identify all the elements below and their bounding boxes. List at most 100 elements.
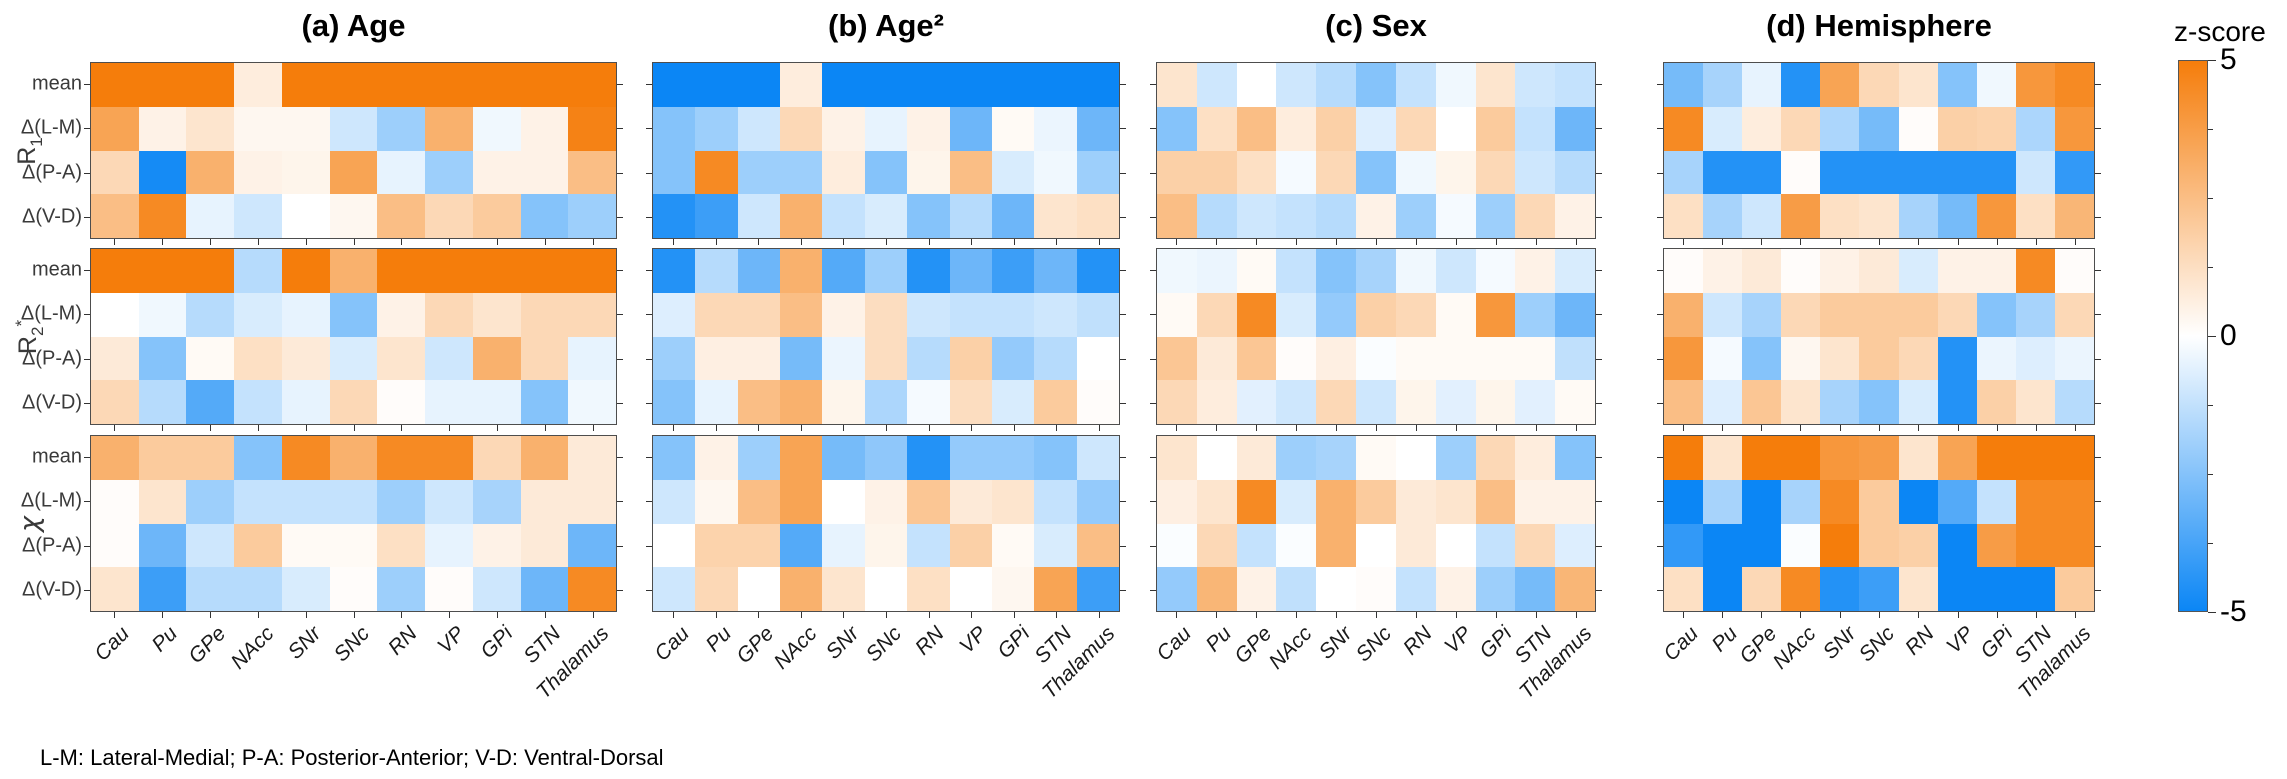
heatmap-cell [186, 380, 235, 424]
axis-tick-x [257, 612, 259, 618]
axis-tick-x [1682, 612, 1684, 618]
heatmap-cell [234, 336, 282, 381]
axis-tick-x [1721, 612, 1723, 618]
axis-tick-x [843, 239, 845, 245]
heatmap-cell [737, 63, 781, 107]
heatmap-cell [186, 436, 235, 480]
heatmap-cell [1515, 523, 1556, 568]
heatmap-cell [1034, 336, 1077, 381]
heatmap-cell [138, 380, 187, 424]
heatmap-cell [653, 292, 696, 337]
heatmap-cell [1316, 150, 1357, 195]
heatmap-cell [1076, 194, 1119, 238]
heatmap-cell [329, 523, 378, 568]
heatmap-cell [1356, 479, 1396, 524]
heatmap-cell [1820, 106, 1860, 151]
heatmap-cell [91, 523, 139, 568]
heatmap-block [1156, 435, 1596, 612]
heatmap-cell [281, 567, 330, 611]
heatmap-cell [1236, 150, 1277, 195]
axis-tick-y [1657, 501, 1663, 503]
heatmap-cell [1316, 523, 1357, 568]
heatmap-cell [186, 336, 235, 381]
axis-tick-x [353, 425, 355, 431]
x-tick-label: Pu [147, 622, 183, 657]
axis-tick-x [1957, 425, 1959, 431]
heatmap-cell [1356, 194, 1396, 238]
heatmap-cell [1475, 523, 1516, 568]
heatmap-cell [1356, 63, 1396, 107]
heatmap-cell [991, 150, 1035, 195]
heatmap-cell [1555, 436, 1595, 480]
axis-tick-x [1536, 239, 1537, 245]
x-tick-label: GPe [184, 622, 231, 668]
axis-tick-x [1839, 239, 1841, 245]
heatmap-cell [1898, 292, 1938, 337]
heatmap-cell [822, 479, 865, 524]
axis-tick-y [1120, 358, 1126, 360]
heatmap-cell [1475, 380, 1516, 424]
colorbar-major-tick [2208, 612, 2216, 613]
axis-tick-x [1098, 612, 1100, 618]
heatmap-cell [568, 336, 616, 381]
heatmap-cell [281, 479, 330, 524]
heatmap-cell [186, 523, 235, 568]
heatmap-cell [329, 249, 378, 293]
axis-tick-y [617, 84, 623, 86]
heatmap-cell [2054, 567, 2094, 611]
heatmap-cell [1555, 150, 1595, 195]
axis-tick-x [928, 612, 930, 618]
heatmap-block [1663, 62, 2095, 239]
heatmap-cell [1781, 150, 1821, 195]
heatmap-cell [1898, 380, 1938, 424]
row-label: mean [31, 445, 82, 468]
axis-tick-x [1336, 425, 1337, 431]
panel-title: (c) Sex [1325, 8, 1427, 43]
heatmap-cell [1475, 150, 1516, 195]
heatmap-cell [1555, 336, 1595, 381]
heatmap-cell [2054, 523, 2094, 568]
heatmap-cell [949, 63, 992, 107]
axis-tick-y [2095, 589, 2101, 591]
heatmap-cell [329, 63, 378, 107]
heatmap-cell [864, 292, 908, 337]
heatmap-cell [907, 436, 950, 480]
heatmap-cell [864, 63, 908, 107]
heatmap-cell [1898, 436, 1938, 480]
axis-tick-x [1456, 239, 1457, 245]
axis-tick-y [84, 84, 90, 86]
heatmap-cell [281, 150, 330, 195]
heatmap-cell [907, 194, 950, 238]
heatmap-cell [377, 336, 426, 381]
heatmap-cell [907, 479, 950, 524]
axis-tick-y [617, 402, 623, 404]
heatmap-cell [780, 63, 823, 107]
axis-tick-x [305, 612, 307, 618]
heatmap-cell [2015, 292, 2055, 337]
axis-tick-x [2075, 612, 2077, 618]
heatmap-cell [1196, 63, 1237, 107]
heatmap-cell [2015, 479, 2055, 524]
axis-tick-x [1879, 612, 1880, 618]
heatmap-cell [695, 194, 738, 238]
heatmap-cell [949, 150, 992, 195]
heatmap-cell [1898, 523, 1938, 568]
axis-tick-x [843, 612, 845, 618]
heatmap-cell [1937, 63, 1977, 107]
heatmap-cell [1976, 567, 2016, 611]
axis-tick-x [1536, 612, 1537, 618]
heatmap-cell [1076, 292, 1119, 337]
heatmap-cell [1356, 380, 1396, 424]
x-tick-label: GPi [1976, 622, 2018, 664]
heatmap-cell [425, 380, 473, 424]
heatmap-cell [568, 567, 616, 611]
heatmap-cell [780, 194, 823, 238]
heatmap-cell [1976, 479, 2016, 524]
axis-tick-y [1120, 545, 1126, 547]
heatmap-cell [1898, 336, 1938, 381]
heatmap-cell [1435, 523, 1476, 568]
axis-tick-y [617, 501, 623, 503]
heatmap-cell [1664, 106, 1704, 151]
heatmap-cell [991, 523, 1035, 568]
heatmap-cell [138, 249, 187, 293]
